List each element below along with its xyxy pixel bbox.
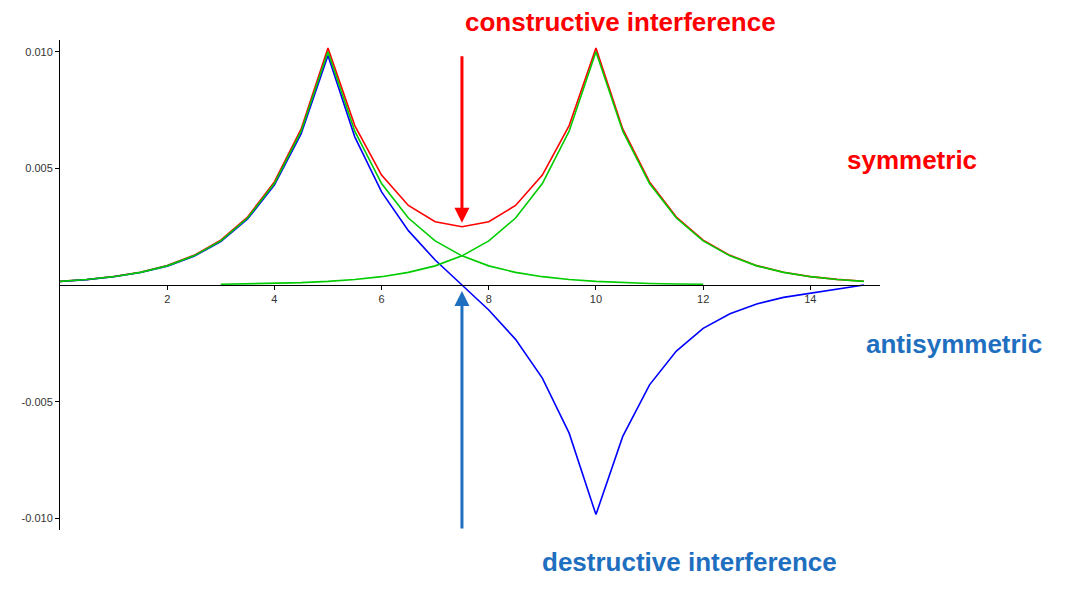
svg-text:-0.010: -0.010 bbox=[22, 512, 53, 524]
svg-text:14: 14 bbox=[804, 293, 816, 305]
svg-text:4: 4 bbox=[271, 293, 277, 305]
svg-text:antisymmetric: antisymmetric bbox=[866, 329, 1042, 359]
svg-text:8: 8 bbox=[486, 293, 492, 305]
svg-text:0.010: 0.010 bbox=[25, 46, 53, 58]
svg-text:10: 10 bbox=[590, 293, 602, 305]
svg-text:destructive interference: destructive interference bbox=[542, 547, 837, 577]
svg-text:constructive interference: constructive interference bbox=[465, 7, 776, 37]
svg-text:symmetric: symmetric bbox=[847, 145, 977, 175]
svg-text:0.005: 0.005 bbox=[25, 162, 53, 174]
svg-text:2: 2 bbox=[164, 293, 170, 305]
svg-text:6: 6 bbox=[379, 293, 385, 305]
svg-text:-0.005: -0.005 bbox=[22, 396, 53, 408]
svg-text:12: 12 bbox=[697, 293, 709, 305]
